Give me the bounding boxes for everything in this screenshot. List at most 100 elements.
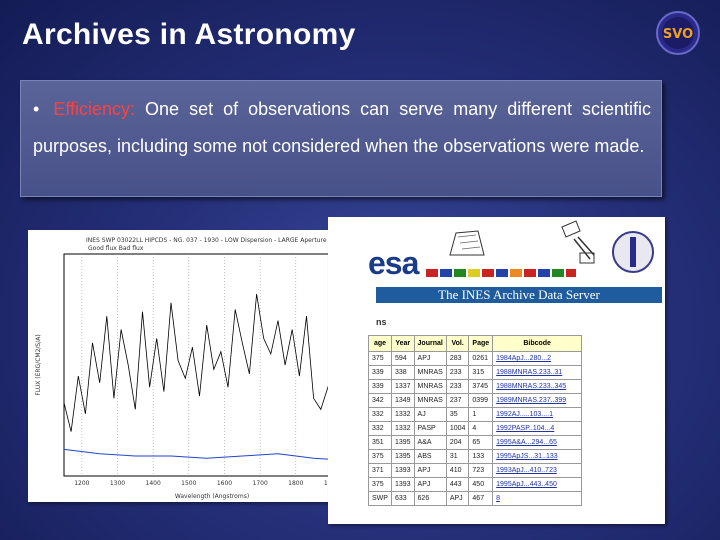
table-cell: 332 xyxy=(368,421,392,436)
table-cell: 375 xyxy=(368,449,392,464)
table-cell: 626 xyxy=(413,491,447,506)
table-cell: MNRAS xyxy=(413,393,447,408)
bibcode-link[interactable]: 8 xyxy=(492,491,583,506)
table-cell: ABS xyxy=(413,449,447,464)
table-row: 339 1337 MNRAS 233 3745 1988MNRAS.233..345 xyxy=(368,379,583,394)
bullet-highlight: Efficiency: xyxy=(53,99,136,119)
bibcode-link[interactable]: 1988MNRAS.233..345 xyxy=(492,379,583,394)
bibcode-link[interactable]: 1995ApJ...443..450 xyxy=(492,477,583,492)
bibcode-link[interactable]: 1995ApJS...31..133 xyxy=(492,449,583,464)
col-header: Page xyxy=(468,335,494,352)
table-cell: 1395 xyxy=(390,435,415,450)
table-cell: APJ xyxy=(413,351,447,366)
table-cell: 204 xyxy=(445,435,470,450)
table-cell: PASP xyxy=(413,421,447,436)
table-cell: 338 xyxy=(390,365,415,380)
table-cell: 1393 xyxy=(390,463,415,478)
table-cell: 315 xyxy=(468,365,494,380)
table-cell: 1337 xyxy=(390,379,415,394)
table-row: 339 338 MNRAS 233 315 1988MNRAS.233..31 xyxy=(368,365,583,380)
bullet-icon: • xyxy=(33,99,40,119)
ines-logo-icon xyxy=(612,231,654,273)
bibcode-link[interactable]: 1988MNRAS.233..31 xyxy=(492,365,583,380)
table-cell: 339 xyxy=(368,379,392,394)
bibcode-link[interactable]: 1993ApJ...410..723 xyxy=(492,463,583,478)
table-cell: 1349 xyxy=(390,393,415,408)
x-tick-label: 1400 xyxy=(146,480,161,487)
table-row: 332 1332 AJ 35 1 1992AJ.....103....1 xyxy=(368,407,583,422)
table-cell: 351 xyxy=(368,435,392,450)
observatory-icon xyxy=(449,230,485,256)
col-header: Year xyxy=(390,335,415,352)
table-cell: 1 xyxy=(468,407,494,422)
table-cell: 450 xyxy=(468,477,494,492)
col-header: Bibcode xyxy=(492,335,583,352)
plot-xlabel: Wavelength (Angstroms) xyxy=(175,493,249,500)
table-cell: 65 xyxy=(468,435,494,450)
table-cell: 1395 xyxy=(390,449,415,464)
table-cell: 35 xyxy=(445,407,470,422)
satellite-icon xyxy=(561,220,595,264)
table-cell: 1393 xyxy=(390,477,415,492)
x-tick-label: 1200 xyxy=(74,480,89,487)
spectrum-chart: INES SWP 03022LL HIPCDS - NG. 037 - 1930… xyxy=(35,237,361,500)
table-cell: 1332 xyxy=(390,407,415,422)
table-cell: 4 xyxy=(468,421,494,436)
plot-frame xyxy=(63,253,361,477)
table-cell: 332 xyxy=(368,407,392,422)
bibcode-link[interactable]: 1992AJ.....103....1 xyxy=(492,407,583,422)
table-cell: APJ xyxy=(413,477,447,492)
table-cell: 0261 xyxy=(468,351,494,366)
table-cell: 1332 xyxy=(390,421,415,436)
flags-strip-icon xyxy=(426,269,576,277)
spectrum-plot: INES SWP 03022LL HIPCDS - NG. 037 - 1930… xyxy=(28,230,366,502)
x-tick-label: 1300 xyxy=(110,480,125,487)
ines-archive-page: esa The INES Archive Data Server ns age … xyxy=(328,217,665,524)
x-tick-label: 1700 xyxy=(253,480,268,487)
table-cell: 467 xyxy=(468,491,494,506)
plot-legend: Good flux Bad flux xyxy=(88,245,144,252)
bibcode-link[interactable]: 1995A&A...294...65 xyxy=(492,435,583,450)
series-good-flux xyxy=(63,293,357,432)
table-cell: 31 xyxy=(445,449,470,464)
table-cell: 133 xyxy=(468,449,494,464)
table-cell: 594 xyxy=(390,351,415,366)
x-tick-label: 1600 xyxy=(217,480,232,487)
ines-banner: The INES Archive Data Server xyxy=(376,287,662,303)
table-cell: 233 xyxy=(445,365,470,380)
table-cell: 375 xyxy=(368,477,392,492)
table-cell: APJ xyxy=(413,463,447,478)
table-cell: SWP xyxy=(368,491,392,506)
col-header: Vol. xyxy=(445,335,470,352)
results-table: age Year Journal Vol. Page Bibcode 375 59… xyxy=(368,335,583,506)
bibcode-link[interactable]: 1989MNRAS.237..399 xyxy=(492,393,583,408)
bibcode-link[interactable]: 1984ApJ...280...2 xyxy=(492,351,583,366)
table-cell: APJ xyxy=(445,491,470,506)
table-cell: 339 xyxy=(368,365,392,380)
table-row: 351 1395 A&A 204 65 1995A&A...294...65 xyxy=(368,435,583,450)
slide-title: Archives in Astronomy xyxy=(22,18,356,51)
svo-logo-icon: SVO xyxy=(656,11,700,55)
table-cell: 443 xyxy=(445,477,470,492)
table-cell: 371 xyxy=(368,463,392,478)
x-tick-label: 1500 xyxy=(181,480,196,487)
bullet-box: • Efficiency: One set of observations ca… xyxy=(20,80,662,197)
table-row: 375 1395 ABS 31 133 1995ApJS...31..133 xyxy=(368,449,583,464)
table-row: SWP 633 626 APJ 467 8 xyxy=(368,491,583,506)
table-cell: AJ xyxy=(413,407,447,422)
section-label: ns xyxy=(376,317,387,327)
plot-header: INES SWP 03022LL HIPCDS - NG. 037 - 1930… xyxy=(86,237,327,244)
table-cell: 410 xyxy=(445,463,470,478)
plot-ylabel: FLUX (ERG/CM2/S/A) xyxy=(35,334,42,395)
bibcode-link[interactable]: 1992PASP..104...4 xyxy=(492,421,583,436)
col-header: age xyxy=(368,335,392,352)
table-cell: 723 xyxy=(468,463,494,478)
table-row: 375 1393 APJ 443 450 1995ApJ...443..450 xyxy=(368,477,583,492)
table-cell: 3745 xyxy=(468,379,494,394)
table-cell: MNRAS xyxy=(413,379,447,394)
x-tick-label: 1800 xyxy=(288,480,303,487)
table-cell: 1004 xyxy=(445,421,470,436)
bullet-text: One set of observations can serve many d… xyxy=(33,99,651,156)
table-row: 375 594 APJ 283 0261 1984ApJ...280...2 xyxy=(368,351,583,366)
table-cell: 237 xyxy=(445,393,470,408)
